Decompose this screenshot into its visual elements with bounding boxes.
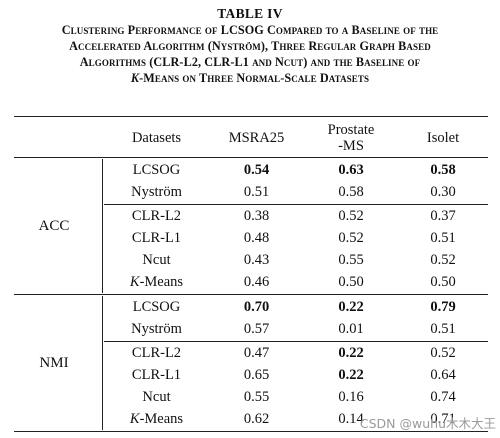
metric-divider (102, 159, 103, 293)
group-mid-rule (104, 341, 488, 342)
caption-k-italic: K (130, 71, 140, 85)
method-cell: Nyström (131, 184, 182, 200)
header-prostate-line1: Prostate (327, 122, 375, 138)
method-cell: CLR-L1 (131, 367, 182, 383)
value-cell: 0.57 (243, 321, 270, 337)
method-cell: CLR-L1 (131, 230, 182, 246)
method-cell: LCSOG (132, 299, 181, 315)
value-cell: 0.52 (338, 230, 364, 246)
method-italic: K (129, 411, 140, 427)
value-cell: 0.48 (243, 230, 270, 246)
value-cell: 0.74 (430, 389, 456, 405)
metric-label: ACC (38, 218, 70, 234)
value-cell: 0.65 (243, 367, 270, 383)
value-cell: 0.62 (243, 411, 270, 427)
method-rest: -Means (139, 411, 184, 427)
value-cell: 0.22 (338, 345, 364, 361)
method-cell: Ncut (142, 389, 171, 405)
method-cell: Ncut (142, 252, 171, 268)
value-cell: 0.52 (430, 345, 456, 361)
value-cell: 0.79 (430, 299, 456, 315)
header-rule (14, 157, 488, 158)
value-cell: 0.16 (338, 389, 364, 405)
value-cell: 0.58 (430, 162, 456, 178)
caption-line-4: K-Means on Three Normal-Scale Datasets (6, 70, 494, 86)
method-cell: K-Means (104, 409, 209, 429)
value-cell: 0.50 (430, 274, 456, 290)
value-cell: 0.22 (338, 299, 364, 315)
value-cell: 0.52 (430, 252, 456, 268)
value-cell: 0.71 (430, 411, 456, 427)
value-cell: 0.63 (338, 162, 364, 178)
header-msra25: MSRA25 (228, 130, 285, 146)
group-mid-rule (104, 204, 488, 205)
method-cell: CLR-L2 (131, 345, 182, 361)
value-cell: 0.37 (430, 208, 456, 224)
value-cell: 0.70 (243, 299, 270, 315)
group-separator-rule (14, 294, 488, 295)
value-cell: 0.55 (338, 252, 364, 268)
watermark: CSDN @wuhu木木大王 (359, 416, 496, 431)
value-cell: 0.46 (243, 274, 270, 290)
value-cell: 0.30 (430, 184, 456, 200)
value-cell: 0.64 (430, 367, 456, 383)
value-cell: 0.54 (243, 162, 270, 178)
value-cell: 0.51 (243, 184, 270, 200)
table-top-rule (14, 116, 488, 118)
method-rest: -Means (139, 274, 184, 290)
caption-line-4-rest: -Means on Three Normal-Scale Datasets (139, 71, 370, 85)
value-cell: 0.38 (243, 208, 270, 224)
metric-divider (102, 296, 103, 430)
metric-label: NMI (39, 355, 69, 371)
method-italic: K (129, 274, 140, 290)
value-cell: 0.01 (338, 321, 364, 337)
method-cell: LCSOG (132, 162, 181, 178)
value-cell: 0.52 (338, 208, 364, 224)
value-cell: 0.55 (243, 389, 270, 405)
caption-line-3: Algorithms (CLR-L2, CLR-L1 and Ncut) and… (79, 55, 421, 69)
value-cell: 0.47 (243, 345, 270, 361)
value-cell: 0.14 (338, 411, 364, 427)
table-label: TABLE IV (217, 6, 283, 21)
value-cell: 0.50 (338, 274, 364, 290)
header-isolet: Isolet (426, 130, 460, 146)
value-cell: 0.43 (243, 252, 270, 268)
method-cell: CLR-L2 (131, 208, 182, 224)
header-prostate-line2: -MS (338, 138, 364, 154)
caption-line-2: Accelerated Algorithm (Nyström), Three R… (69, 39, 431, 53)
table-bottom-rule (14, 431, 488, 433)
table-caption: Clustering Performance of LCSOG Compared… (6, 22, 494, 86)
caption-line-1: Clustering Performance of LCSOG Compared… (61, 23, 439, 37)
header-datasets: Datasets (131, 130, 182, 146)
method-cell: Nyström (131, 321, 182, 337)
value-cell: 0.51 (430, 230, 456, 246)
value-cell: 0.22 (338, 367, 364, 383)
value-cell: 0.51 (430, 321, 456, 337)
value-cell: 0.58 (338, 184, 364, 200)
method-cell: K-Means (104, 272, 209, 292)
